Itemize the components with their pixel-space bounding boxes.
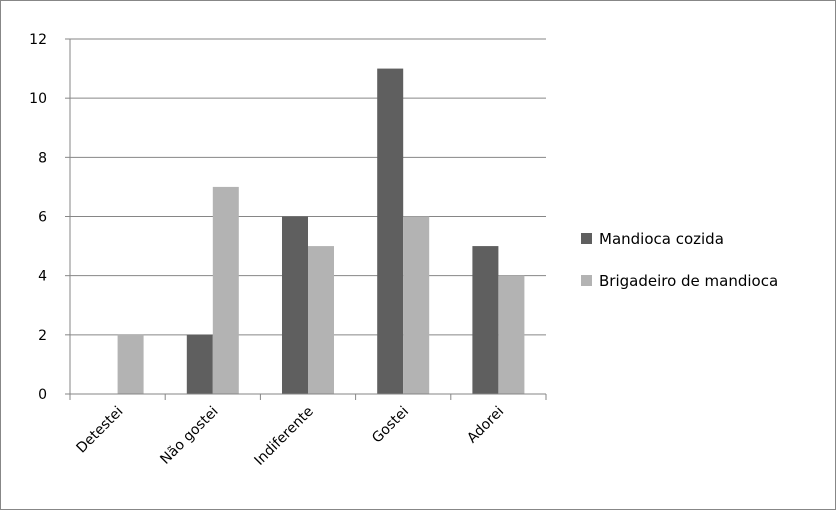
x-category-label: Detestei <box>74 404 127 457</box>
y-tick-label: 0 <box>38 387 47 403</box>
y-tick-label: 4 <box>38 269 47 285</box>
bar-mandioca-cozida <box>377 68 404 394</box>
x-category-label: Não gostei <box>157 404 221 468</box>
bar-mandioca-cozida <box>186 334 213 394</box>
y-tick-label: 2 <box>38 328 47 344</box>
legend-swatch <box>581 275 592 286</box>
y-tick-label: 6 <box>38 210 47 226</box>
bar-brigadeiro-de-mandioca <box>498 275 525 394</box>
y-tick-labels: 0 2 4 6 8 10 12 <box>29 32 47 403</box>
bar-mandioca-cozida <box>472 246 499 394</box>
x-category-labels: Detestei Não gostei Indiferente Gostei Adore… <box>74 404 508 469</box>
bars <box>117 68 525 394</box>
legend-label: Brigadeiro de mandioca <box>599 272 778 290</box>
axes <box>65 38 547 400</box>
y-tick-label: 12 <box>29 32 47 48</box>
bar-brigadeiro-de-mandioca <box>212 186 239 394</box>
bar-brigadeiro-de-mandioca <box>308 246 334 394</box>
x-category-label: Gostei <box>369 404 412 447</box>
legend: Mandioca cozida Brigadeiro de mandioca <box>581 230 778 290</box>
x-category-label: Adorei <box>464 404 507 447</box>
legend-label: Mandioca cozida <box>599 230 724 248</box>
x-category-label: Indiferente <box>252 404 317 469</box>
bar-mandioca-cozida <box>282 216 308 394</box>
bar-brigadeiro-de-mandioca <box>403 216 430 394</box>
y-tick-label: 10 <box>29 91 47 107</box>
bar-brigadeiro-de-mandioca <box>117 334 144 394</box>
legend-swatch <box>581 233 592 244</box>
y-tick-label: 8 <box>38 150 47 166</box>
